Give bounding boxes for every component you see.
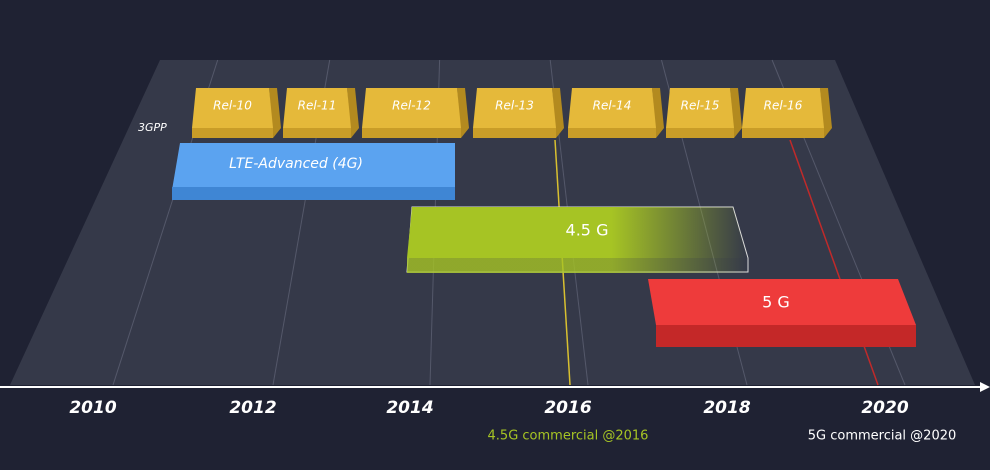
bar-lte xyxy=(172,143,455,190)
release-box xyxy=(283,88,351,128)
release-label: Rel-14 xyxy=(593,99,632,113)
release-label: Rel-12 xyxy=(392,99,431,113)
year-label: 2016 xyxy=(544,398,591,418)
release-front xyxy=(742,128,824,138)
year-label: 2020 xyxy=(861,398,908,418)
annotation: 5G commercial @2020 xyxy=(808,429,957,444)
release-front xyxy=(568,128,656,138)
release-box xyxy=(192,88,273,128)
release-box xyxy=(568,88,656,128)
content: Rel-10 Rel-11 Rel-12 Rel-13 Rel-14 Rel-15 Rel-… xyxy=(69,59,957,444)
release-label: Rel-15 xyxy=(681,99,720,113)
year-label: 2012 xyxy=(229,398,276,418)
release-box xyxy=(473,88,556,128)
release-box xyxy=(666,88,734,128)
release-front xyxy=(283,128,351,138)
release-front xyxy=(192,128,273,138)
year-label: 2014 xyxy=(386,398,433,418)
bar-5g-front xyxy=(656,325,916,347)
release-box xyxy=(742,88,824,128)
annotation: 4.5G commercial @2016 xyxy=(488,429,649,444)
release-box xyxy=(362,88,461,128)
release-label: Rel-13 xyxy=(495,99,534,113)
year-label: 2010 xyxy=(69,398,116,418)
bar-label: LTE-Advanced (4G) xyxy=(229,156,363,172)
release-front xyxy=(666,128,734,138)
release-front xyxy=(473,128,556,138)
axis-arrow xyxy=(980,382,990,392)
release-label: Rel-16 xyxy=(764,99,803,113)
release-front xyxy=(362,128,461,138)
bar-label: 5 G xyxy=(762,293,790,312)
release-label: Rel-10 xyxy=(213,99,252,113)
3gpp-label: 3GPP xyxy=(138,121,167,134)
bar-label: 4.5 G xyxy=(566,221,609,240)
bar-45g-front xyxy=(407,258,748,273)
bar-45g xyxy=(407,207,748,258)
release-label: Rel-11 xyxy=(298,99,337,113)
year-label: 2018 xyxy=(703,398,750,418)
bar-5g xyxy=(648,279,916,325)
bar-lte-front xyxy=(172,187,455,200)
